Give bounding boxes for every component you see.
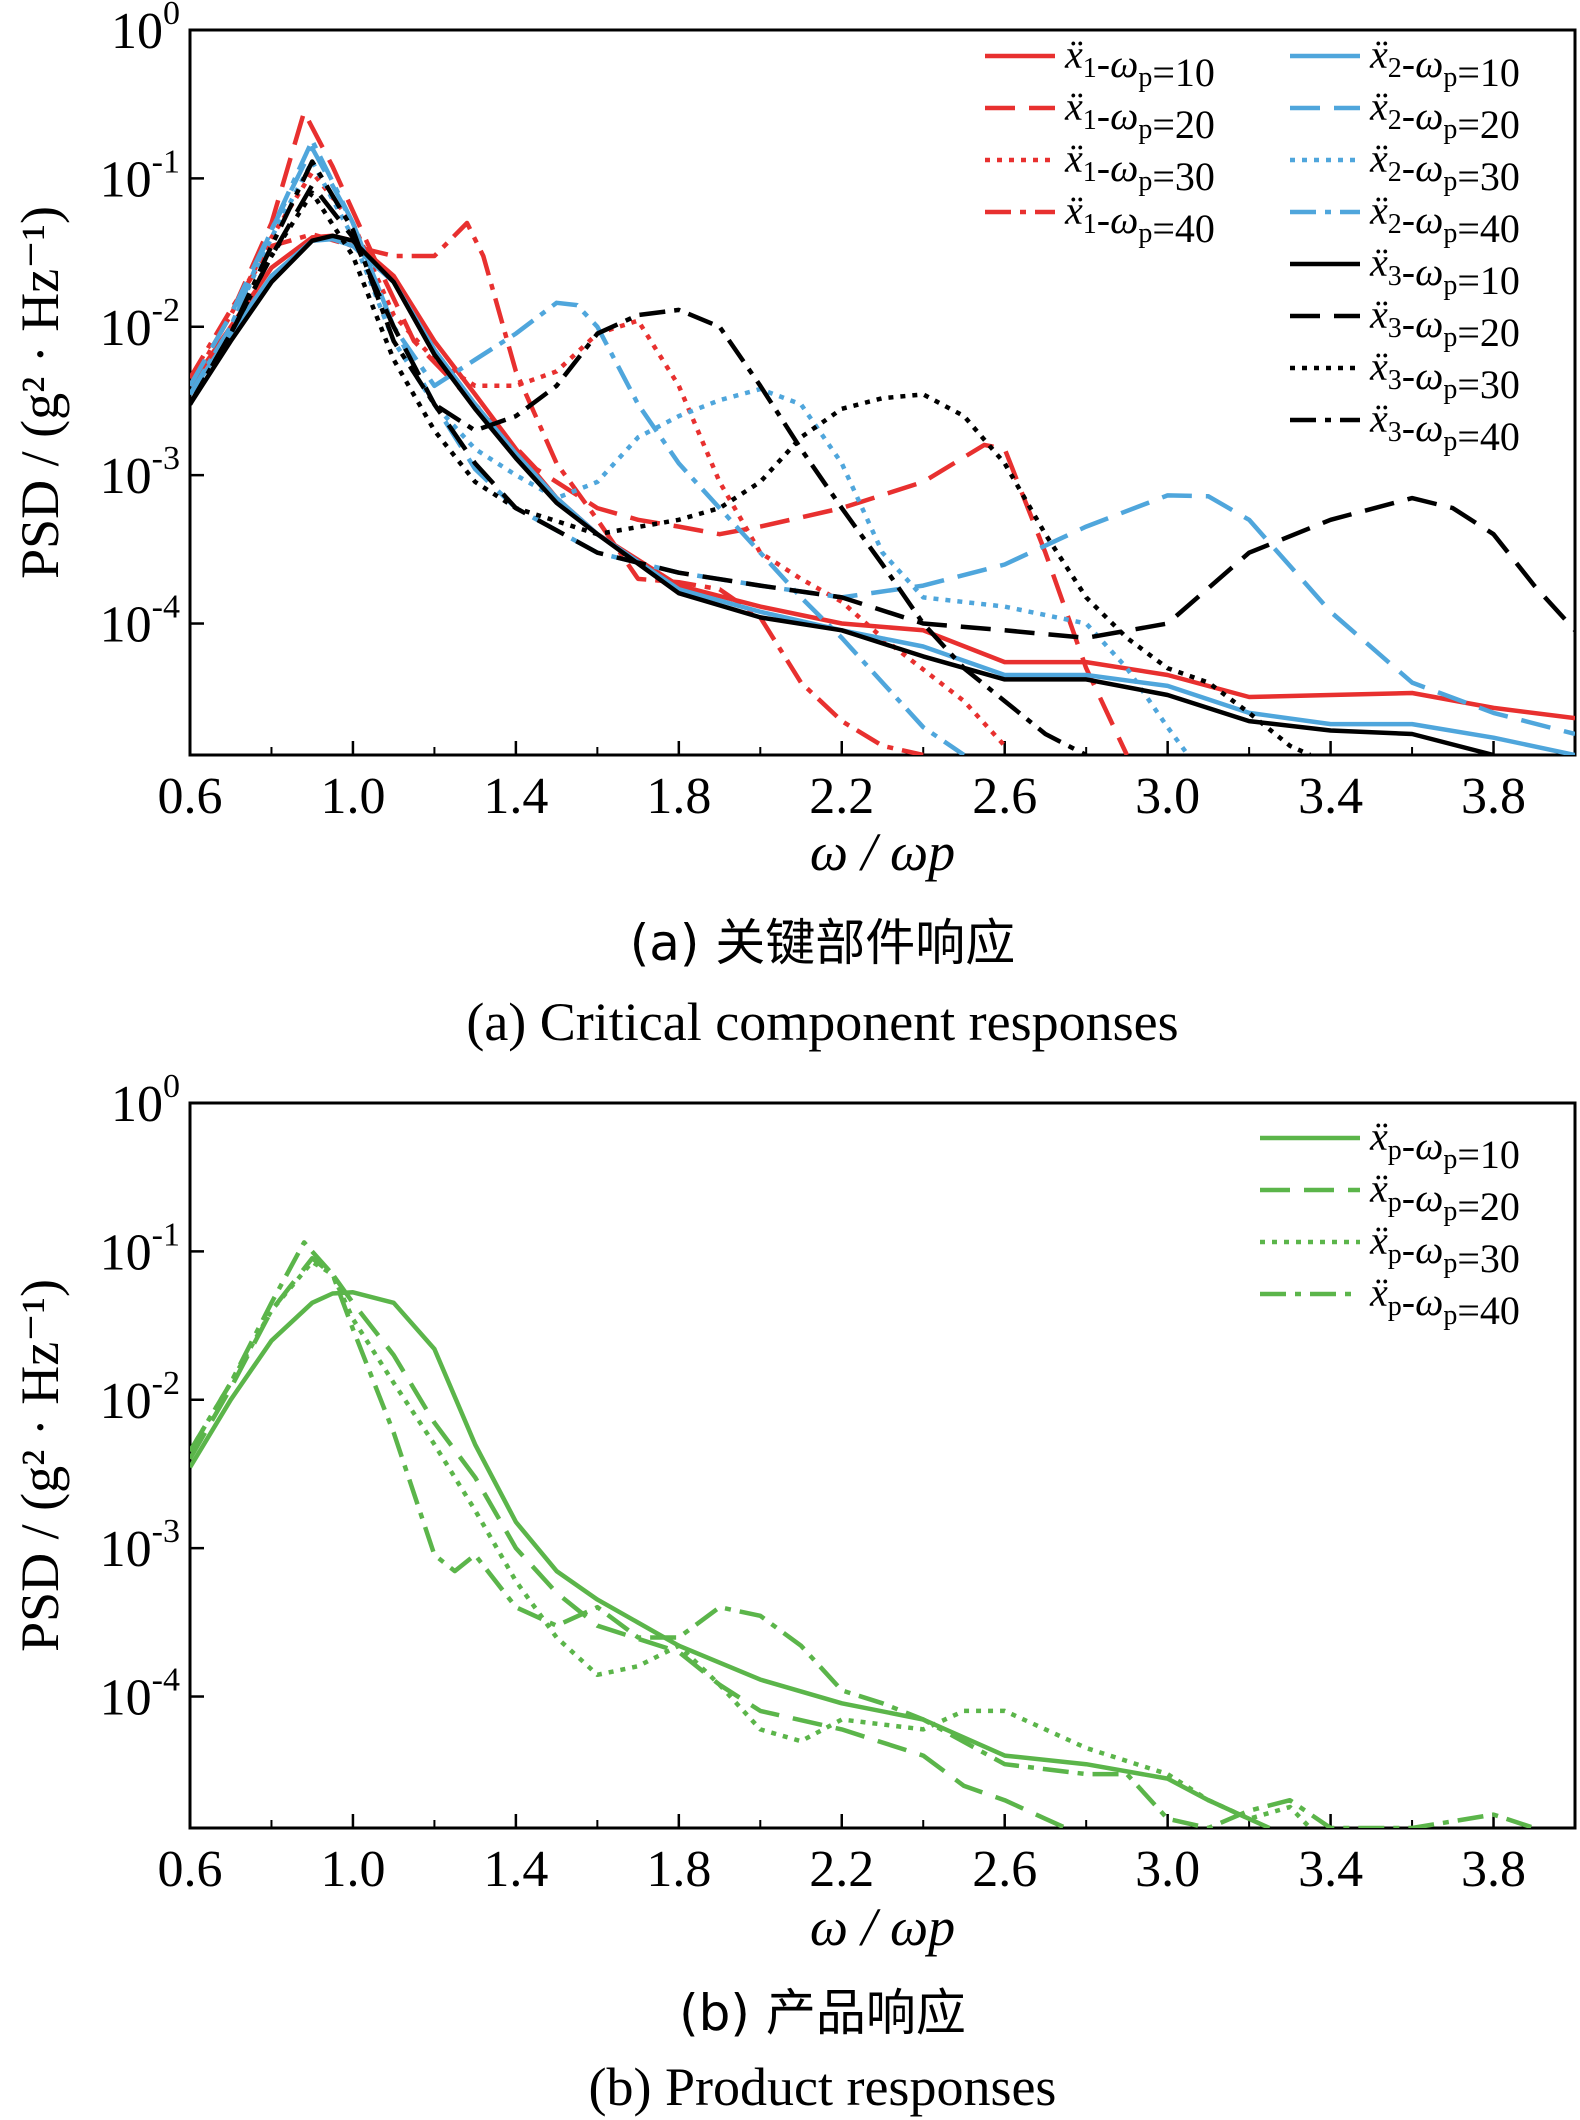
series-group <box>190 1240 1536 1828</box>
y-tick-label: 10-1 <box>100 143 180 208</box>
legend-label: ẍ2-ωp=40 <box>1369 188 1520 251</box>
series-line-0-3 <box>190 220 924 755</box>
y-axis-label: PSD / (g² · Hz⁻¹) <box>10 1279 70 1652</box>
series-line-0-11 <box>190 159 1088 755</box>
x-tick-label: 1.4 <box>483 1841 548 1898</box>
legend-label: ẍ2-ωp=10 <box>1369 32 1520 95</box>
x-tick-label: 1.8 <box>646 1841 711 1898</box>
x-axis-label: ω / ωp <box>810 1897 955 1957</box>
legend-label: ẍp-ωp=40 <box>1369 1270 1520 1333</box>
series-line-0-2 <box>190 169 1007 748</box>
legend-label: ẍ3-ωp=20 <box>1369 292 1520 355</box>
legend-label: ẍp-ωp=30 <box>1369 1218 1520 1281</box>
series-line-0-5 <box>190 145 1575 737</box>
y-tick-label: 10-3 <box>100 440 180 505</box>
y-tick-label: 100 <box>111 0 180 60</box>
y-tick-label: 10-2 <box>100 292 180 357</box>
caption-en: (a) Critical component responses <box>466 992 1178 1052</box>
series-line-1-0 <box>190 1290 1271 1828</box>
series-line-1-1 <box>190 1255 1067 1828</box>
y-tick-label: 10-2 <box>100 1365 180 1430</box>
legend-label: ẍ1-ωp=10 <box>1064 32 1215 95</box>
y-axis-label: PSD / (g² · Hz⁻¹) <box>10 206 70 579</box>
chart-panel-a: 0.6 1.0 1.4 1.8 2.2 2.6 3.0 3.4 3.8 10-4 10-3 10-2 1… <box>10 0 1577 1052</box>
x-tick-label: 1.8 <box>646 768 711 825</box>
x-tick-label: 3.8 <box>1461 768 1526 825</box>
series-line-1-3 <box>190 1240 1536 1828</box>
y-tick-label: 10-4 <box>100 1662 180 1727</box>
x-tick-label: 3.0 <box>1135 768 1200 825</box>
legend-label: ẍ1-ωp=20 <box>1064 84 1215 147</box>
y-tick-label: 100 <box>111 1068 180 1133</box>
legend-label: ẍ3-ωp=40 <box>1369 396 1520 459</box>
series-group <box>190 109 1575 755</box>
caption-zh: (a) 关键部件响应 <box>630 914 1016 972</box>
legend-label: ẍ3-ωp=10 <box>1369 240 1520 303</box>
x-tick-label: 3.8 <box>1461 1841 1526 1898</box>
series-line-0-6 <box>190 159 1190 755</box>
y-tick-label: 10-1 <box>100 1216 180 1281</box>
y-tick-label: 10-4 <box>100 589 180 654</box>
plot-frame <box>188 1101 1577 1830</box>
legend-label: ẍ2-ωp=20 <box>1369 84 1520 147</box>
x-tick-label: 3.4 <box>1298 768 1363 825</box>
legend-label: ẍp-ωp=10 <box>1369 1114 1520 1177</box>
y-tick-label: 10-3 <box>100 1513 180 1578</box>
legend-label: ẍ1-ωp=40 <box>1064 188 1215 251</box>
x-tick-label: 1.4 <box>483 768 548 825</box>
x-tick-label: 0.6 <box>158 1841 223 1898</box>
series-line-0-1 <box>190 109 1129 755</box>
legend-label: ẍp-ωp=20 <box>1369 1166 1520 1229</box>
series-line-1-2 <box>190 1259 1312 1828</box>
x-tick-label: 3.4 <box>1298 1841 1363 1898</box>
x-tick-label: 2.6 <box>972 1841 1037 1898</box>
x-tick-label: 1.0 <box>320 1841 385 1898</box>
x-tick-label: 1.0 <box>320 768 385 825</box>
caption-zh: (b) 产品响应 <box>679 1984 966 2042</box>
x-tick-label: 2.2 <box>809 768 874 825</box>
legend-label: ẍ2-ωp=30 <box>1369 136 1520 199</box>
x-axis-label: ω / ωp <box>810 822 955 882</box>
chart-panel-b: 0.6 1.0 1.4 1.8 2.2 2.6 3.0 3.4 3.8 10-4 10-3 10-2 1… <box>10 1068 1577 2117</box>
legend-label: ẍ3-ωp=30 <box>1369 344 1520 407</box>
x-tick-label: 2.6 <box>972 768 1037 825</box>
caption-en: (b) Product responses <box>589 2057 1057 2117</box>
legend-label: ẍ1-ωp=30 <box>1064 136 1215 199</box>
series-line-0-7 <box>190 138 966 755</box>
x-tick-label: 0.6 <box>158 768 223 825</box>
series-line-0-4 <box>190 236 1575 755</box>
x-tick-label: 3.0 <box>1135 1841 1200 1898</box>
x-tick-label: 2.2 <box>809 1841 874 1898</box>
series-line-0-9 <box>190 182 1575 641</box>
